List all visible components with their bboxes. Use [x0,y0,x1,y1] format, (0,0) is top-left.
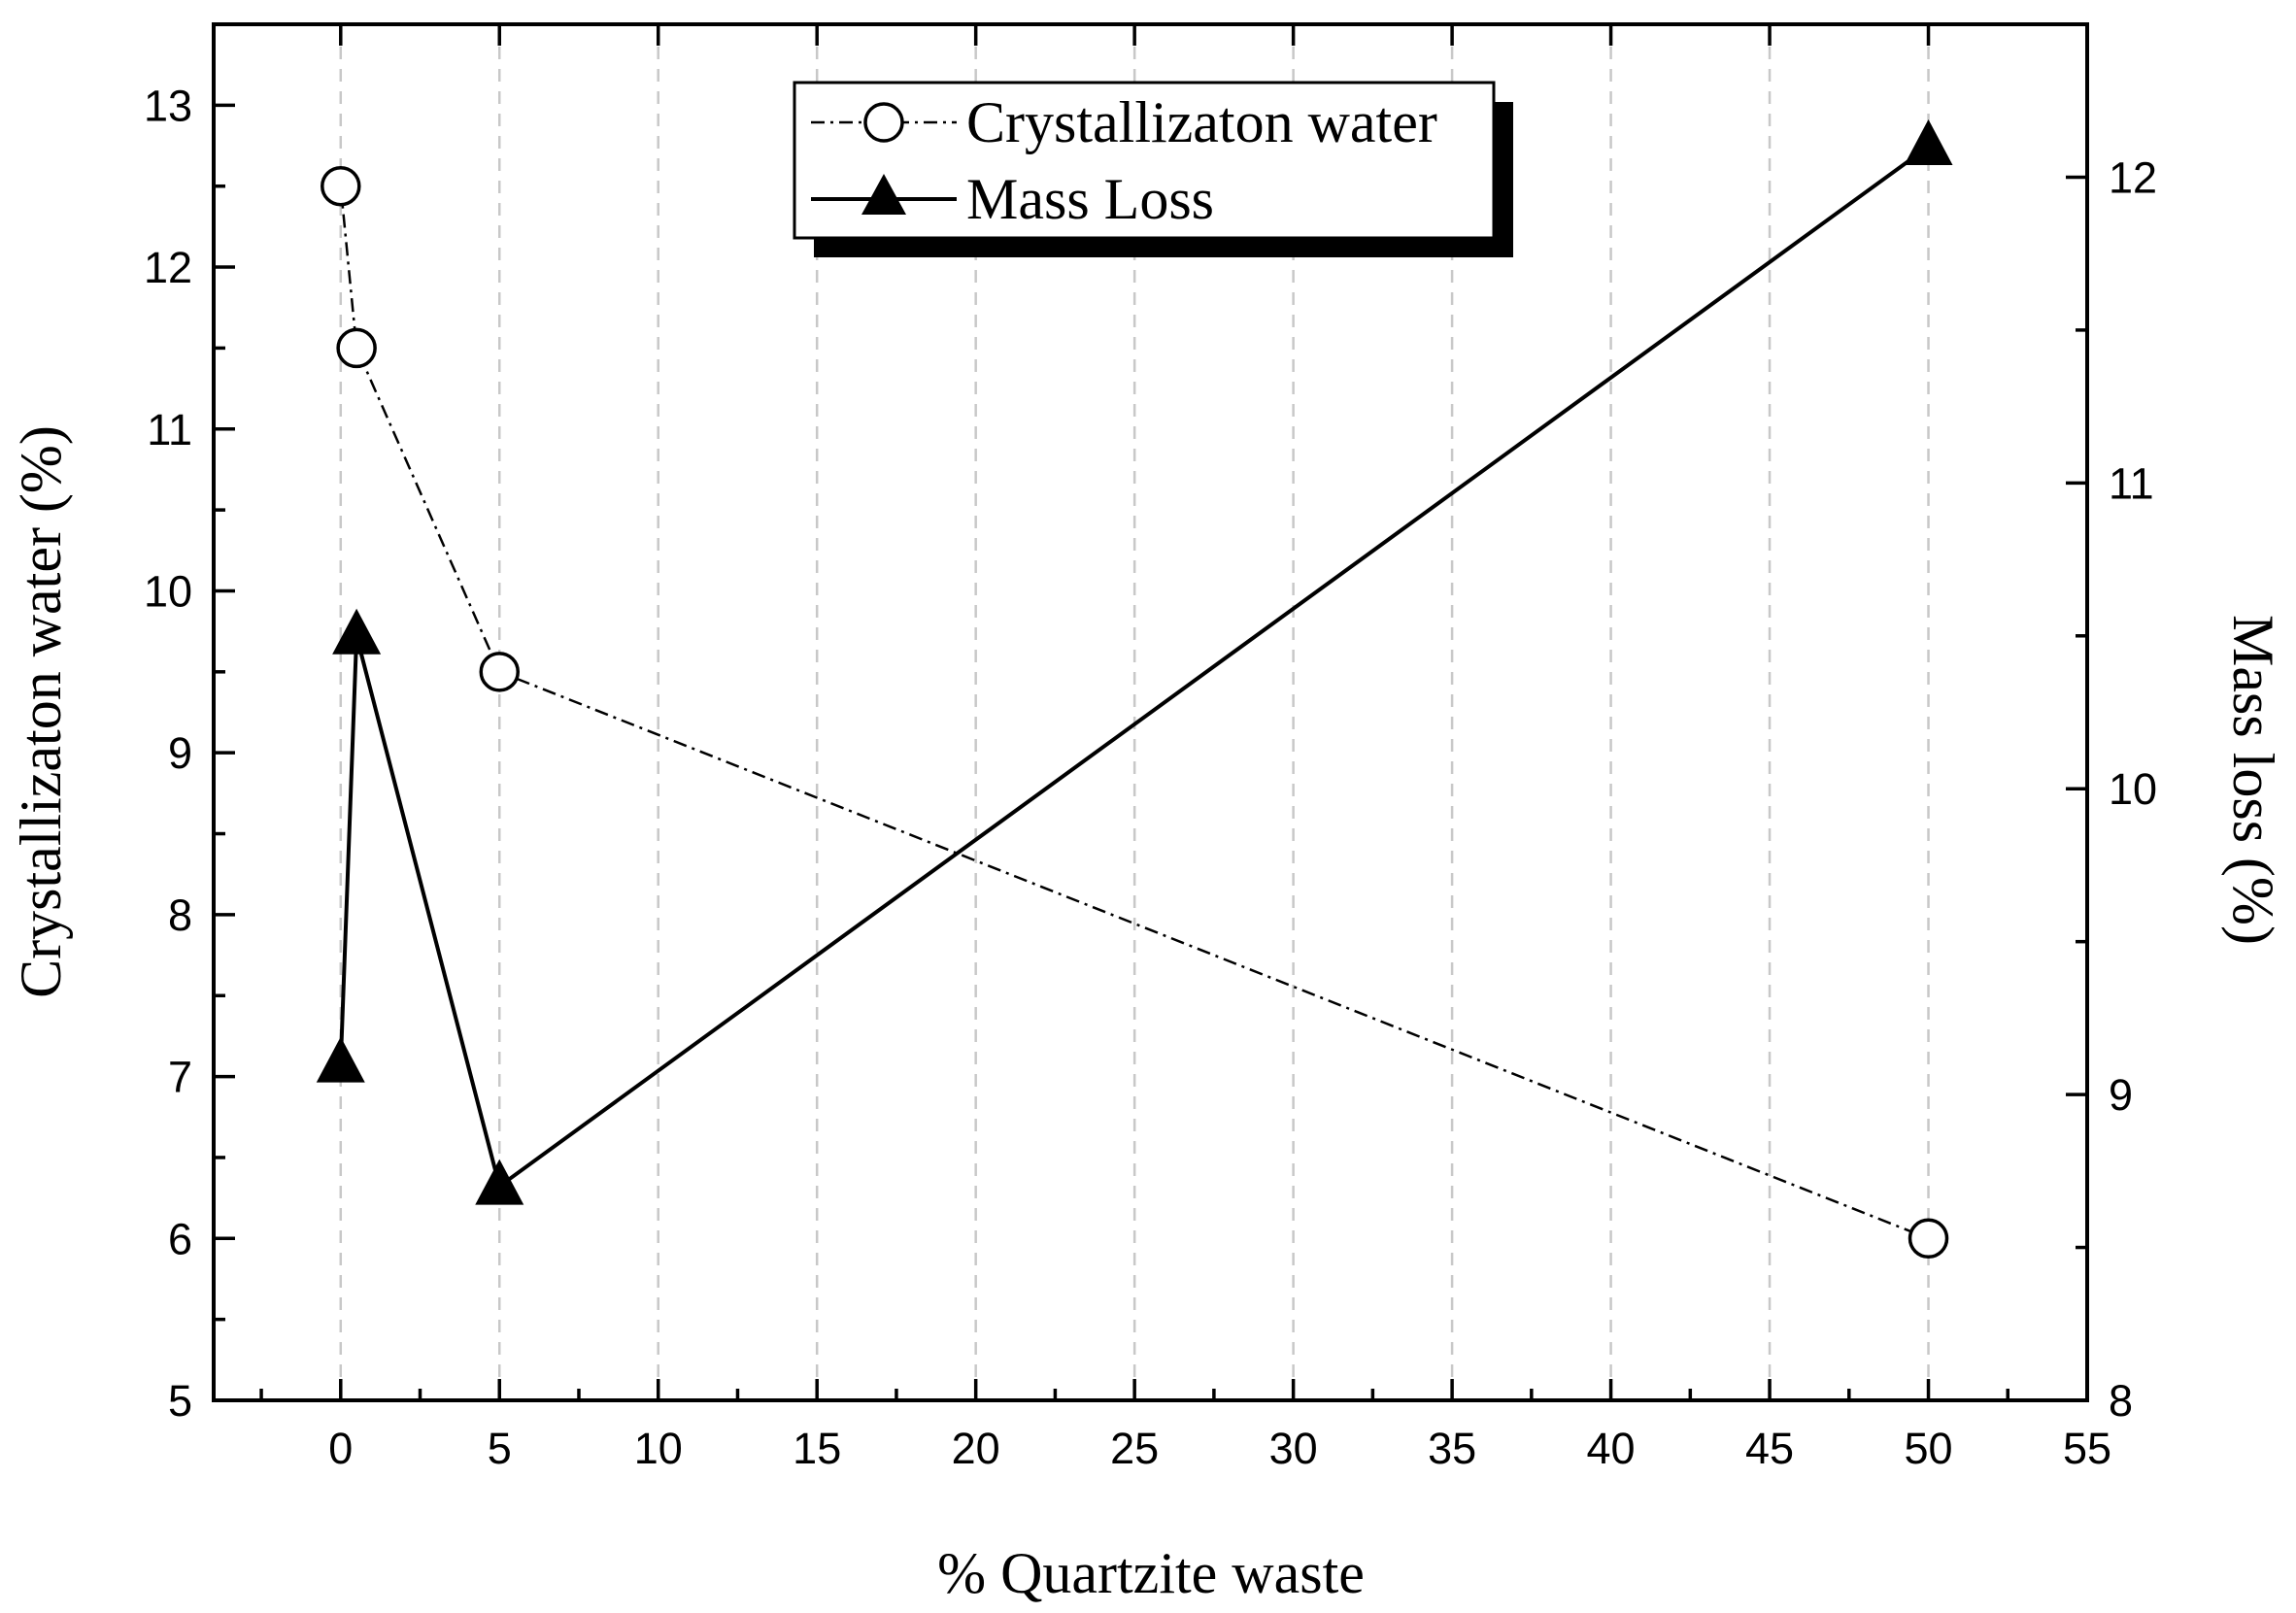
legend-marker-mass-loss [861,174,906,215]
x-tick-label: 15 [793,1424,841,1473]
legend-box [793,81,1496,240]
legend: Crystallizaton water Mass Loss [793,81,1513,257]
data-point-crystallizaton-water [479,652,521,692]
series-lines [338,145,1930,1240]
y-right-tick-label: 9 [2109,1070,2133,1120]
data-point-crystallizaton-water [321,165,361,207]
x-axis-title: % Quartzite waste [937,1541,1365,1605]
x-tick-label: 20 [952,1424,1000,1473]
y-left-tick-label: 8 [168,891,192,940]
data-point-mass-loss [316,1036,365,1083]
x-tick-label: 25 [1110,1424,1159,1473]
x-tick-label: 50 [1904,1424,1952,1473]
y-left-tick-label: 5 [168,1376,192,1426]
y-left-tick-label: 6 [168,1214,192,1263]
data-point-crystallizaton-water [1908,1218,1949,1260]
y-right-tick-label: 12 [2109,152,2157,202]
plot-frame [212,22,2089,1402]
y-right-tick-label: 8 [2109,1376,2133,1426]
x-tick-label: 35 [1428,1424,1476,1473]
data-point-crystallizaton-water [336,327,377,369]
axis-ticks: 0 5 10 15 20 25 30 35 40 45 50 55567891011121389101… [144,22,2157,1473]
legend-marker-crystallization [863,102,904,143]
y-left-tick-label: 10 [144,566,192,616]
x-tick-label: 5 [488,1424,512,1473]
y-right-tick-label: 11 [2109,458,2154,508]
x-tick-label: 0 [328,1424,353,1473]
x-tick-label: 55 [2063,1424,2111,1473]
y-right-axis-title: Mass loss (%) [2221,615,2285,945]
data-point-mass-loss [332,608,382,655]
x-tick-label: 40 [1587,1424,1636,1473]
legend-label-crystallization: Crystallizaton water [966,90,1437,154]
x-tick-label: 30 [1269,1424,1318,1473]
y-left-tick-label: 13 [144,81,192,130]
y-left-axis-title: Crystallizaton water (%) [9,425,73,998]
data-point-mass-loss [1904,118,1953,165]
data-point-mass-loss [475,1159,524,1205]
x-tick-label: 45 [1745,1424,1794,1473]
y-left-tick-label: 11 [147,405,192,454]
y-left-tick-label: 12 [144,243,192,292]
y-left-tick-label: 9 [168,728,192,778]
series-line-mass-loss [338,145,1930,1190]
y-right-tick-label: 10 [2109,764,2157,814]
legend-label-mass-loss: Mass Loss [966,167,1214,231]
series-markers [316,118,1953,1260]
y-left-tick-label: 7 [168,1053,192,1102]
x-tick-label: 10 [634,1424,683,1473]
series-line-crystallizaton-water [339,185,1929,1240]
